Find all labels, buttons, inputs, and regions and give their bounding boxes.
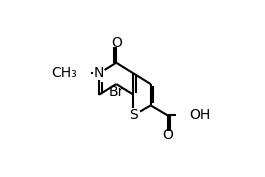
- Text: N: N: [94, 66, 104, 80]
- Text: O: O: [111, 36, 122, 50]
- Text: CH₃: CH₃: [51, 66, 77, 80]
- Text: S: S: [129, 109, 138, 122]
- Text: Br: Br: [109, 85, 124, 99]
- Text: O: O: [162, 128, 173, 142]
- Text: OH: OH: [190, 109, 211, 122]
